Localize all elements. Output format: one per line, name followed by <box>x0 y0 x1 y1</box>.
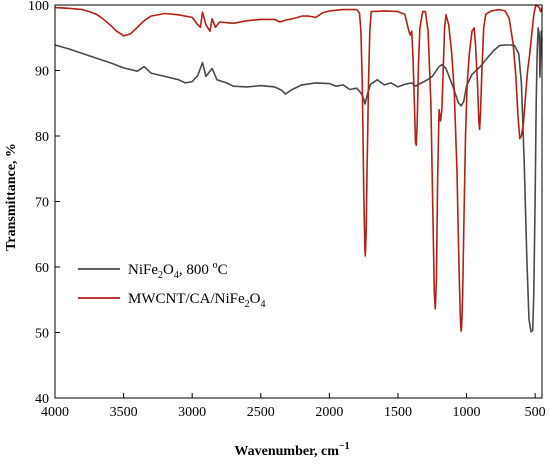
y-tick-label-100: 100 <box>28 0 49 14</box>
legend-label-mwcnt-ca-nife2o4: MWCNT/CA/NiFe2O4 <box>128 291 266 310</box>
legend-label-nife2o4: NiFe2O4, 800 oC <box>128 260 228 281</box>
y-tick-label-80: 80 <box>35 130 49 145</box>
x-tick-label-1000: 1000 <box>453 405 481 420</box>
x-tick-label-2500: 2500 <box>247 405 275 420</box>
plot-area: 4000 3500 3000 2500 2000 1500 1000 500 40 50 60 70 8… <box>28 0 546 420</box>
x-tick-label-3000: 3000 <box>178 405 206 420</box>
x-tick-label-1500: 1500 <box>384 405 412 420</box>
series-line-0 <box>54 27 543 333</box>
x-tick-label-500: 500 <box>525 405 546 420</box>
series-line-1 <box>54 4 543 332</box>
y-tick-label-40: 40 <box>35 392 49 407</box>
x-tick-label-4000: 4000 <box>41 405 69 420</box>
x-tick-label-2000: 2000 <box>315 405 343 420</box>
y-tick-label-50: 50 <box>35 327 49 342</box>
x-axis-title: Wavenumber, cm−1 <box>234 441 349 459</box>
x-tick-label-3500: 3500 <box>110 405 138 420</box>
y-tick-label-60: 60 <box>35 261 49 276</box>
y-tick-label-90: 90 <box>35 65 49 80</box>
y-axis-title: Transmittance, % <box>4 143 19 251</box>
legend: NiFe2O4, 800 oC MWCNT/CA/NiFe2O4 <box>78 260 266 310</box>
y-tick-label-70: 70 <box>35 196 49 211</box>
